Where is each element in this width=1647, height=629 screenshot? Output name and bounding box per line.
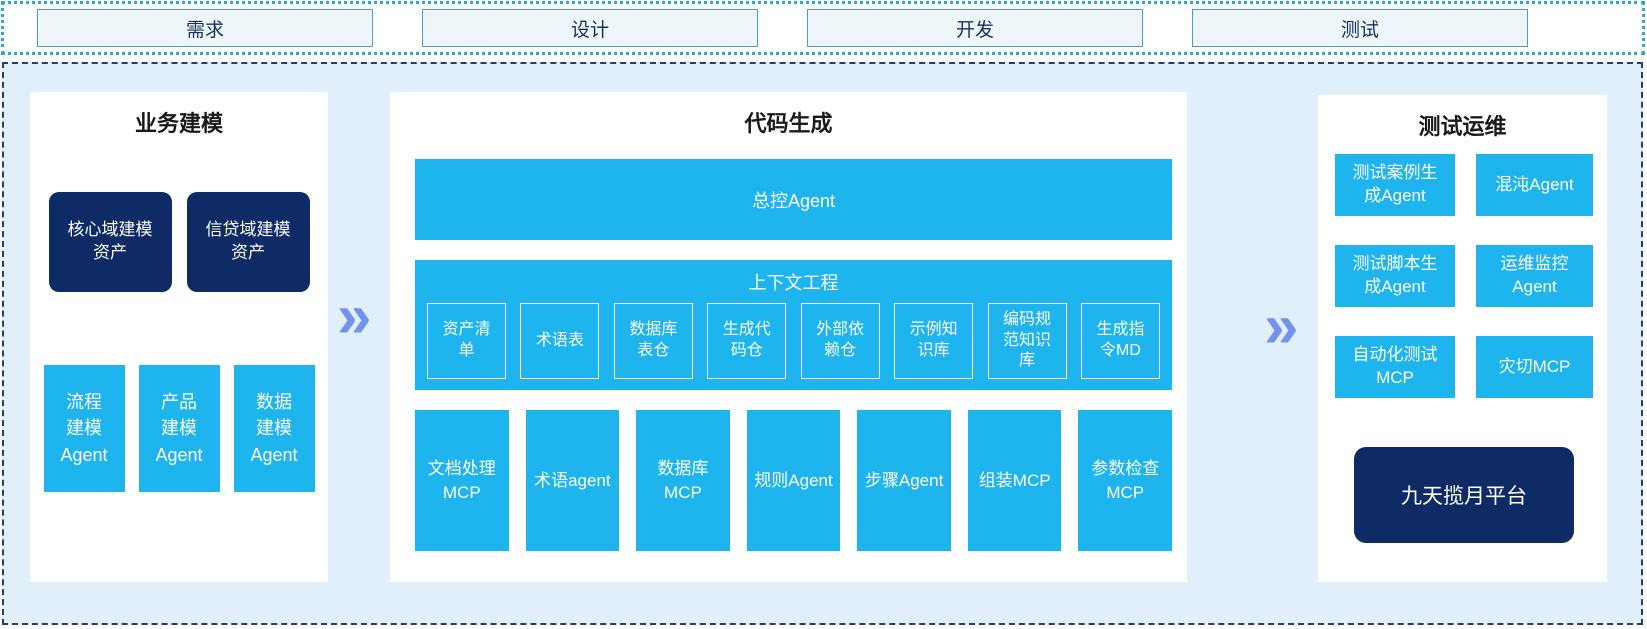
box-product-modeling-agent: 产品 建模 Agent <box>138 365 220 492</box>
panel-business-modeling: 业务建模 核心域建模 资产 信贷域建模 资产 流程 建模 Agent 产品 建模… <box>30 92 328 582</box>
box-test-script-generation-agent: 测试脚本生 成Agent <box>1335 245 1455 307</box>
box-chaos-agent: 混沌Agent <box>1476 154 1593 216</box>
main-container: 业务建模 核心域建模 资产 信贷域建模 资产 流程 建模 Agent 产品 建模… <box>2 62 1643 625</box>
box-ops-monitoring-agent: 运维监控 Agent <box>1476 245 1593 307</box>
test-ops-grid: 测试案例生 成Agent 混沌Agent 测试脚本生 成Agent 运维监控 A… <box>1335 154 1593 398</box>
box-core-domain-assets: 核心域建模 资产 <box>48 192 172 292</box>
stage-testing: 测试 <box>1192 9 1528 47</box>
box-data-modeling-agent: 数据 建模 Agent <box>233 365 315 492</box>
panel-title-code-generation: 代码生成 <box>744 111 833 136</box>
box-database-table-repo: 数据库 表仓 <box>613 303 693 379</box>
stage-requirements: 需求 <box>37 9 373 47</box>
box-parameter-check-mcp: 参数检查 MCP <box>1078 410 1173 551</box>
box-coding-standards-knowledge-base: 编码规 范知识 库 <box>987 303 1067 379</box>
box-glossary: 术语表 <box>520 303 600 379</box>
mcp-agent-row: 文档处理 MCP 术语agent 数据库 MCP 规则Agent 步骤Agent… <box>415 410 1173 551</box>
box-rule-agent: 规则Agent <box>746 410 841 551</box>
box-credit-domain-assets: 信贷域建模 资产 <box>186 192 310 292</box>
box-generated-code-repo: 生成代 码仓 <box>707 303 787 379</box>
box-automation-test-mcp: 自动化测试 MCP <box>1335 336 1455 398</box>
modeling-asset-row: 核心域建模 资产 信贷域建模 资产 <box>30 192 328 292</box>
box-disaster-switch-mcp: 灾切MCP <box>1476 336 1593 398</box>
context-engineering-items: 资产清 单 术语表 数据库 表仓 生成代 码仓 外部依 赖仓 示例知 识库 编码… <box>427 303 1160 379</box>
double-chevron-right-icon: » <box>1264 292 1299 361</box>
box-jiutian-lanyue-platform: 九天揽月平台 <box>1354 447 1574 543</box>
box-test-case-generation-agent: 测试案例生 成Agent <box>1335 154 1455 216</box>
panel-title-test-operations: 测试运维 <box>1418 114 1507 139</box>
box-asset-list: 资产清 单 <box>427 303 506 379</box>
box-step-agent: 步骤Agent <box>857 410 951 551</box>
box-external-dependency-repo: 外部依 赖仓 <box>800 303 880 379</box>
workflow-stage-bar: 需求 设计 开发 测试 <box>1 1 1645 55</box>
box-glossary-agent: 术语agent <box>525 410 620 551</box>
panel-title-business-modeling: 业务建模 <box>134 111 223 136</box>
box-master-control-agent: 总控Agent <box>415 159 1172 240</box>
box-process-modeling-agent: 流程 建模 Agent <box>43 365 125 492</box>
box-document-processing-mcp: 文档处理 MCP <box>415 410 509 551</box>
double-chevron-right-icon: » <box>337 282 372 351</box>
box-generation-instruction-md: 生成指 令MD <box>1080 303 1160 379</box>
context-engineering-title: 上下文工程 <box>748 273 839 293</box>
stage-development: 开发 <box>807 9 1143 47</box>
modeling-agent-row: 流程 建模 Agent 产品 建模 Agent 数据 建模 Agent <box>30 365 328 492</box>
box-example-knowledge-base: 示例知 识库 <box>894 303 974 379</box>
panel-test-operations: 测试运维 测试案例生 成Agent 混沌Agent 测试脚本生 成Agent 运… <box>1318 95 1607 582</box>
context-engineering-block: 上下文工程 资产清 单 术语表 数据库 表仓 生成代 码仓 外部依 赖仓 示例知… <box>415 260 1172 390</box>
box-database-mcp: 数据库 MCP <box>636 410 730 551</box>
stage-design: 设计 <box>422 9 758 47</box>
box-assembly-mcp: 组装MCP <box>967 410 1062 551</box>
panel-code-generation: 代码生成 总控Agent 上下文工程 资产清 单 术语表 数据库 表仓 生成代 … <box>390 92 1187 582</box>
